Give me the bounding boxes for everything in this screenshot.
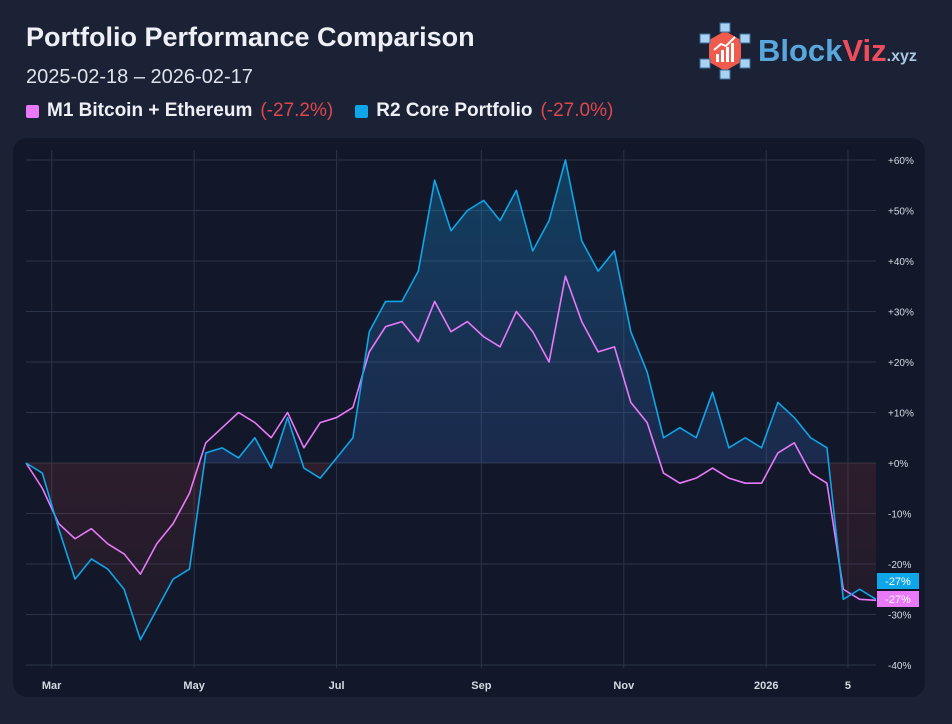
x-tick-label: May [183,680,205,692]
positive-area-fill [26,160,876,463]
y-tick-label: +50% [888,207,914,218]
series-line-m1 [25,275,877,602]
legend-swatch-m1 [26,104,39,118]
x-tick-label: Jul [329,680,345,692]
logo-text-main: Block [758,33,843,68]
logo-text-accent: Viz [842,33,887,68]
y-tick-label: -40% [888,661,911,672]
page-title: Portfolio Performance Comparison [26,22,475,52]
y-tick-label: +30% [888,308,914,319]
blockviz-logo: Block Viz .xyz [696,22,917,80]
logo-cubes-icon [699,22,751,80]
legend: M1 Bitcoin + Ethereum (-27.2%) R2 Core P… [26,100,627,122]
end-value-badge [877,591,919,607]
legend-swatch-r2 [355,104,369,118]
legend-name-m1: M1 Bitcoin + Ethereum [47,100,253,121]
y-tick-label: -30% [888,611,911,622]
negative-area-fill [26,463,876,640]
y-tick-label: +10% [888,409,914,420]
x-tick-label: Sep [471,680,491,692]
y-tick-label: -20% [888,560,911,571]
series-line-r2 [25,159,877,641]
end-value-badge [877,573,919,589]
end-value-label: -27% [885,594,911,606]
x-tick-label: Mar [42,680,62,692]
logo-text-suffix: .xyz [886,48,917,65]
y-tick-label: +20% [888,358,914,369]
legend-value-m1: (-27.2%) [260,100,334,121]
legend-name-r2: R2 Core Portfolio [376,100,533,121]
legend-value-r2: (-27.0%) [540,100,614,121]
y-tick-label: +40% [888,257,914,268]
x-tick-label: Nov [613,680,635,692]
end-value-label: -27% [885,576,911,588]
y-tick-label: +0% [888,459,908,470]
date-range: 2025-02-18 – 2026-02-17 [26,66,253,88]
x-tick-label: 5 [845,680,851,692]
y-tick-label: +60% [888,156,914,167]
y-tick-label: -10% [888,510,911,521]
x-tick-label: 2026 [754,680,778,692]
